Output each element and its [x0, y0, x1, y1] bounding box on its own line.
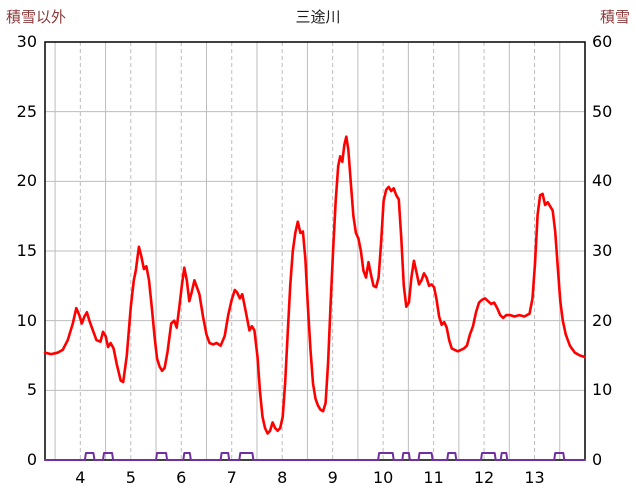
y-axis-tick-left: 10 — [16, 310, 37, 330]
y-axis-tick-right: 50 — [592, 101, 613, 121]
x-axis-tick: 10 — [372, 468, 394, 487]
y-axis-tick-right: 20 — [592, 310, 613, 330]
y-axis-tick-left: 5 — [26, 380, 37, 400]
y-axis-tick-left: 15 — [16, 241, 37, 260]
x-axis-tick: 11 — [423, 468, 444, 487]
series-line-other-than-snow — [43, 135, 586, 435]
y-axis-tick-left: 0 — [26, 450, 37, 469]
x-axis-tick: 7 — [226, 468, 237, 487]
y-axis-tick-left: 30 — [16, 32, 37, 51]
x-axis-tick: 13 — [524, 468, 545, 487]
right-axis-title: 積雪 — [599, 8, 630, 26]
y-axis-tick-right: 30 — [592, 241, 613, 260]
x-axis-tick: 9 — [327, 468, 338, 487]
x-axis-tick: 5 — [125, 468, 136, 487]
y-axis-tick-left: 20 — [16, 171, 37, 191]
x-axis-tick: 8 — [277, 468, 288, 487]
x-axis-tick: 12 — [473, 468, 495, 487]
y-axis-tick-left: 25 — [16, 101, 37, 121]
y-axis-tick-right: 40 — [592, 171, 613, 191]
y-axis-tick-right: 0 — [592, 450, 603, 469]
y-axis-tick-right: 60 — [592, 32, 613, 51]
series-line-snow-depth — [44, 452, 586, 461]
left-axis-title: 積雪以外 — [6, 8, 67, 26]
x-axis-tick: 4 — [75, 468, 86, 487]
y-axis-tick-right: 10 — [592, 380, 613, 400]
chart-title: 三途川 — [295, 8, 341, 26]
x-axis-tick: 6 — [176, 468, 187, 487]
